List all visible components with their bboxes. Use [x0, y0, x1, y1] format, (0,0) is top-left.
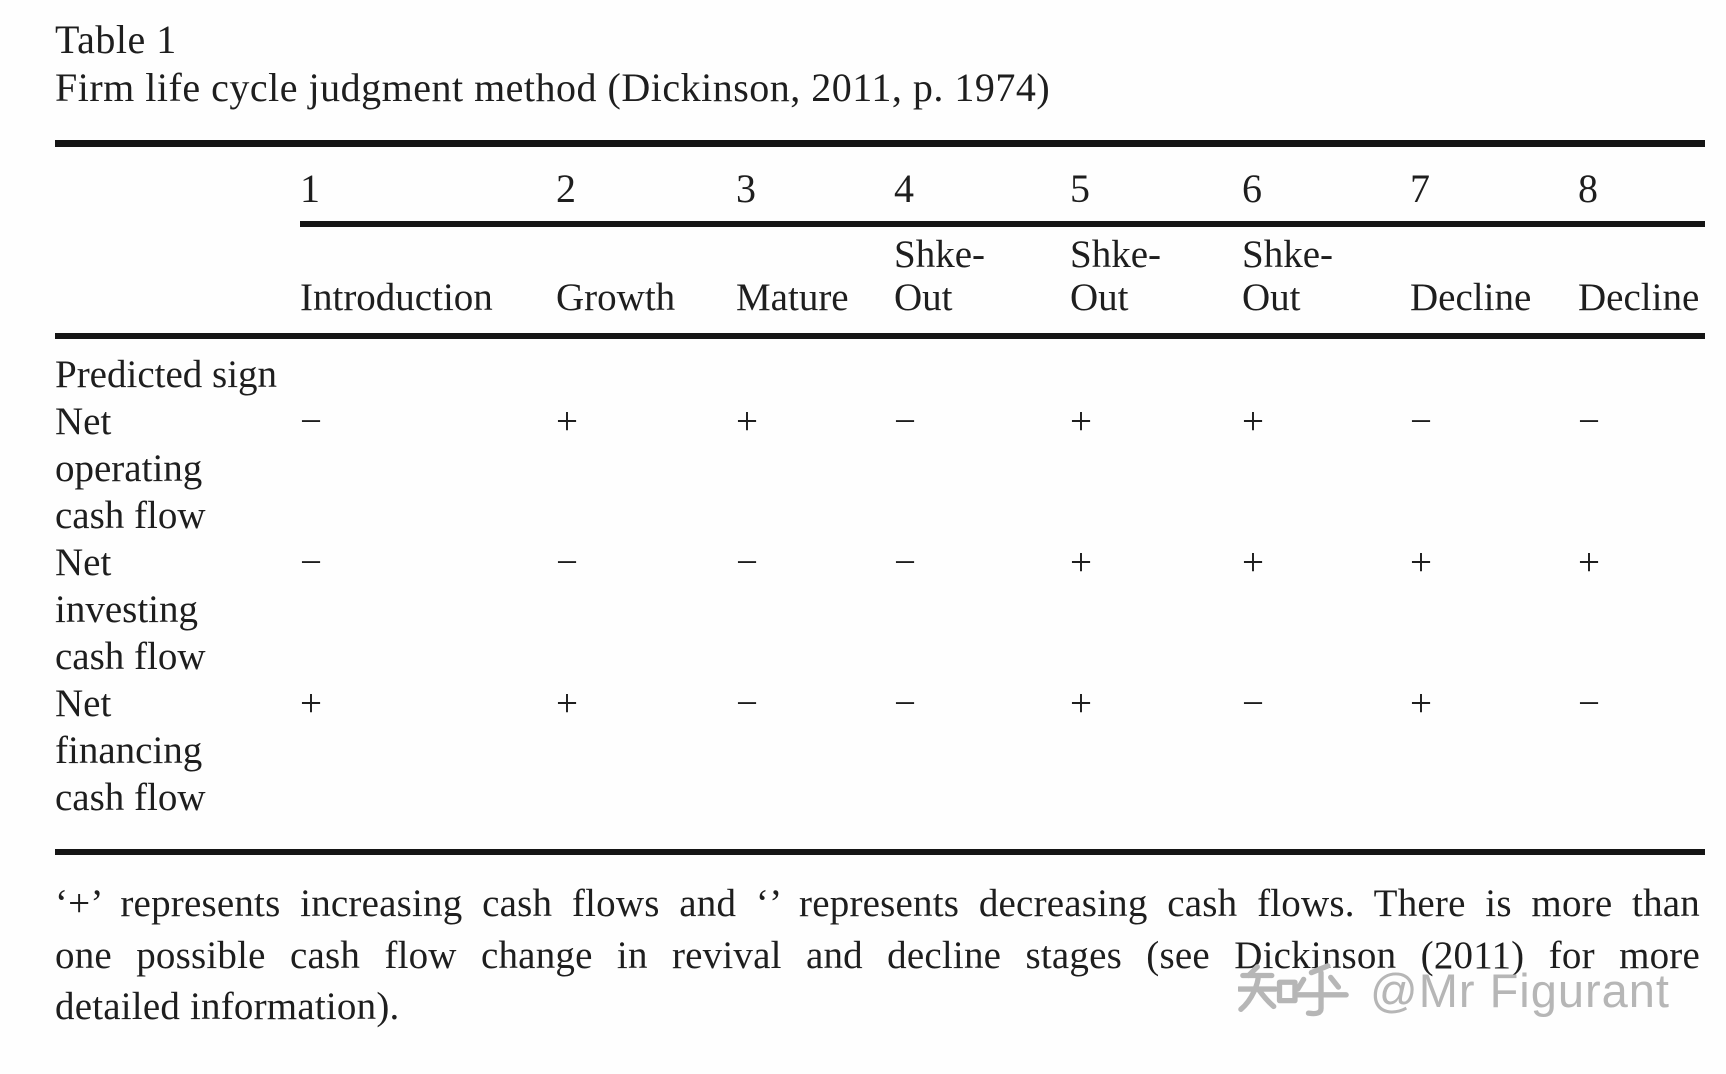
- sign-cell: +: [1070, 541, 1092, 584]
- sign-cell: −: [736, 682, 758, 725]
- sign-cell: −: [894, 682, 916, 725]
- footnote-line: ‘+’ represents increasing cash flows and…: [55, 882, 1700, 925]
- sign-cell: −: [300, 541, 322, 584]
- table-footnote: ‘+’ represents increasing cash flows and…: [55, 878, 1700, 1033]
- column-number-2: 2: [556, 143, 736, 227]
- section-row: Predicted sign: [55, 336, 1705, 398]
- corner-cell: [55, 224, 300, 339]
- column-header-shakeout-3: Shke- Out: [1242, 224, 1410, 339]
- row-label-operating: Net operating cash flow: [55, 400, 206, 537]
- sign-cell: −: [1578, 400, 1600, 443]
- sign-cell: +: [1578, 541, 1600, 584]
- sign-cell: +: [1070, 400, 1092, 443]
- table-row-financing: Net financing cash flow + + − − + − + −: [55, 680, 1705, 852]
- life-cycle-table: 1 2 3 4 5 6 7 8 Introduction Growth Matu…: [55, 140, 1705, 855]
- sign-cell: +: [300, 682, 322, 725]
- column-header-row: Introduction Growth Mature Shke- Out Shk…: [55, 224, 1705, 339]
- column-header-introduction: Introduction: [300, 224, 556, 339]
- row-label-investing: Net investing cash flow: [55, 541, 206, 678]
- sign-cell: +: [1410, 541, 1432, 584]
- table-caption: Table 1 Firm life cycle judgment method …: [55, 16, 1050, 112]
- sign-cell: +: [1242, 400, 1264, 443]
- sign-cell: −: [894, 400, 916, 443]
- column-header-decline-1: Decline: [1410, 224, 1578, 339]
- column-header-mature: Mature: [736, 224, 894, 339]
- sign-cell: −: [556, 541, 578, 584]
- column-number-3: 3: [736, 143, 894, 227]
- sign-cell: +: [556, 682, 578, 725]
- table-row-operating: Net operating cash flow − + + − + + − −: [55, 398, 1705, 539]
- column-header-growth: Growth: [556, 224, 736, 339]
- sign-cell: −: [1578, 682, 1600, 725]
- column-number-4: 4: [894, 143, 1070, 227]
- table-row-investing: Net investing cash flow − − − − + + + +: [55, 539, 1705, 680]
- column-number-6: 6: [1242, 143, 1410, 227]
- column-header-decline-2: Decline: [1578, 224, 1705, 339]
- sign-cell: −: [300, 400, 322, 443]
- row-label-financing: Net financing cash flow: [55, 682, 206, 819]
- sign-cell: +: [1070, 682, 1092, 725]
- column-number-row: 1 2 3 4 5 6 7 8: [55, 143, 1705, 227]
- footnote-line: detailed information).: [55, 985, 400, 1028]
- column-number-1: 1: [300, 143, 556, 227]
- section-label: Predicted sign: [55, 353, 278, 396]
- column-number-8: 8: [1578, 143, 1705, 227]
- column-number-7: 7: [1410, 143, 1578, 227]
- sign-cell: +: [1410, 682, 1432, 725]
- column-number-5: 5: [1070, 143, 1242, 227]
- sign-cell: −: [736, 541, 758, 584]
- table-title: Firm life cycle judgment method (Dickins…: [55, 65, 1051, 110]
- watermark-handle: @Mr Figurant: [1370, 963, 1670, 1017]
- watermark: @Mr Figurant: [1238, 962, 1670, 1018]
- sign-cell: −: [1242, 682, 1264, 725]
- table-number: Table 1: [55, 17, 177, 62]
- sign-cell: +: [556, 400, 578, 443]
- footnote-line: one possible cash flow change in revival…: [55, 933, 1700, 977]
- column-header-shakeout-1: Shke- Out: [894, 224, 1070, 339]
- sign-cell: −: [894, 541, 916, 584]
- corner-cell: [55, 144, 300, 225]
- sign-cell: −: [1410, 400, 1432, 443]
- sign-cell: +: [1242, 541, 1264, 584]
- sign-cell: +: [736, 400, 758, 443]
- column-header-shakeout-2: Shke- Out: [1070, 224, 1242, 339]
- zhihu-logo-icon: [1238, 963, 1349, 1017]
